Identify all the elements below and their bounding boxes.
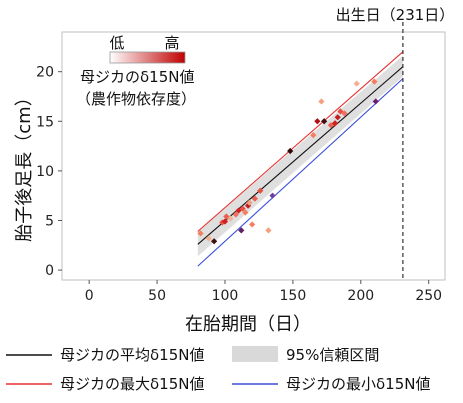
y-tick-label: 20 (36, 65, 54, 81)
data-point (197, 230, 204, 237)
legend-ci-swatch (232, 346, 278, 362)
x-tick-label: 200 (347, 288, 374, 304)
x-tick-label: 50 (148, 288, 166, 304)
legend-max-label: 母ジカの最大δ15N値 (60, 375, 205, 393)
y-tick-label: 10 (36, 164, 54, 180)
data-point (353, 80, 360, 87)
y-tick-label: 15 (36, 114, 54, 130)
x-tick-label: 250 (415, 288, 442, 304)
y-tick-label: 5 (45, 213, 54, 229)
y-tick-label: 0 (45, 263, 54, 279)
data-point (205, 235, 212, 242)
plot-frame (61, 31, 446, 281)
color-scale-high: 高 (164, 34, 179, 52)
color-scale-title: 母ジカのδ15N値 (80, 68, 195, 86)
x-tick-label: 150 (280, 288, 307, 304)
color-scale-low: 低 (109, 34, 124, 52)
x-tick-label: 0 (85, 288, 94, 304)
data-point (227, 215, 234, 222)
x-axis-label: 在胎期間（日） (185, 314, 311, 335)
birth-label: 出生日（231日） (336, 6, 455, 24)
data-point (265, 227, 272, 234)
legend-ci-label: 95%信頼区間 (286, 346, 379, 364)
data-point (318, 98, 325, 105)
legend-min-label: 母ジカの最小δ15N値 (286, 375, 431, 393)
min-line (197, 78, 404, 267)
data-point (269, 192, 276, 199)
y-axis-label: 胎子後足長（cm） (14, 88, 35, 241)
legend-mean-label: 母ジカの平均δ15N値 (60, 346, 205, 364)
data-point (211, 238, 218, 245)
data-point (314, 118, 321, 125)
data-point (238, 227, 245, 234)
data-point (239, 205, 246, 212)
max-line (197, 51, 404, 232)
color-scale-subtitle: （農作物依存度） (76, 90, 196, 108)
x-tick-label: 100 (212, 288, 239, 304)
color-scale-bar (109, 51, 186, 64)
data-point (249, 221, 256, 228)
data-point (251, 195, 258, 202)
mean-line (197, 66, 404, 245)
